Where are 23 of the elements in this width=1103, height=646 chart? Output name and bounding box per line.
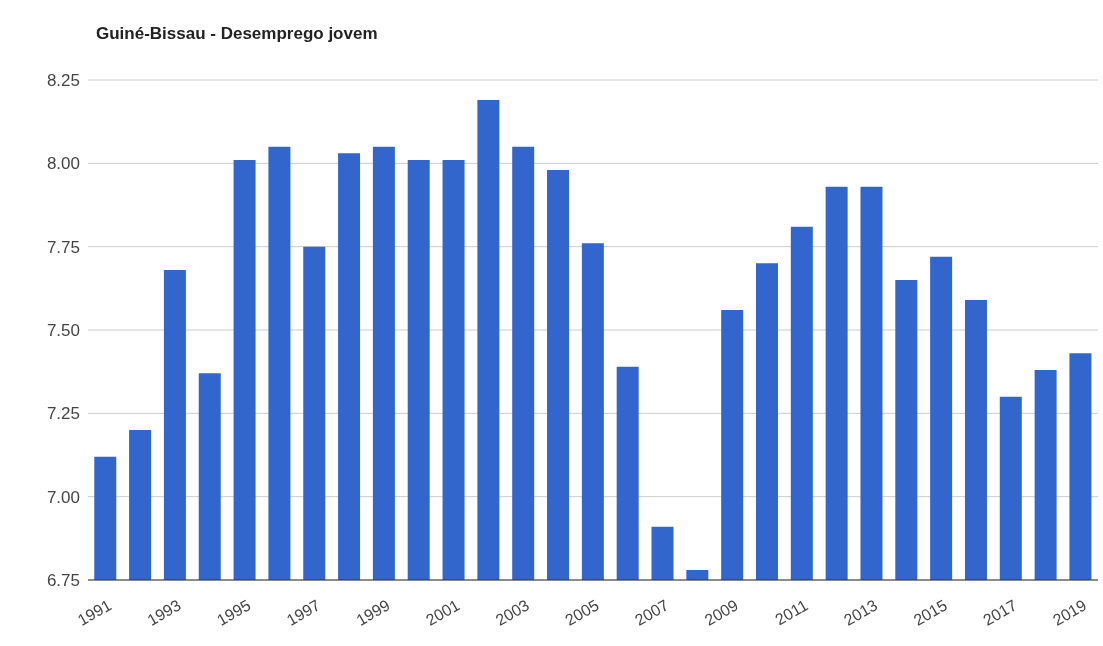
x-tick-label: 2007 xyxy=(632,596,672,629)
y-tick-label: 7.00 xyxy=(46,487,80,507)
chart-title: Guiné-Bissau - Desemprego jovem xyxy=(95,23,379,45)
x-tick-label: 2009 xyxy=(701,596,742,629)
x-tick-label: 2003 xyxy=(492,596,533,629)
x-tick-label: 1999 xyxy=(353,596,393,629)
y-tick-label: 6.75 xyxy=(46,571,80,591)
x-tick-label: 1995 xyxy=(214,596,254,629)
x-tick-label: 1993 xyxy=(144,596,184,629)
x-tick-label: 2005 xyxy=(562,596,602,629)
x-tick-label: 2001 xyxy=(423,596,463,629)
y-tick-label: 8.25 xyxy=(46,71,80,91)
y-tick-label: 8.00 xyxy=(46,154,80,174)
x-tick-label: 2017 xyxy=(980,596,1020,629)
x-tick-label: 2013 xyxy=(841,596,881,629)
y-tick-label: 7.50 xyxy=(46,321,80,341)
y-tick-label: 7.75 xyxy=(46,237,80,257)
x-tick-label: 1991 xyxy=(74,596,115,629)
x-tick-label: 1997 xyxy=(283,596,324,629)
y-tick-label: 7.25 xyxy=(46,404,80,424)
x-tick-label: 2019 xyxy=(1049,596,1090,629)
x-tick-label: 2015 xyxy=(910,596,951,629)
x-tick-label: 2011 xyxy=(772,596,811,629)
